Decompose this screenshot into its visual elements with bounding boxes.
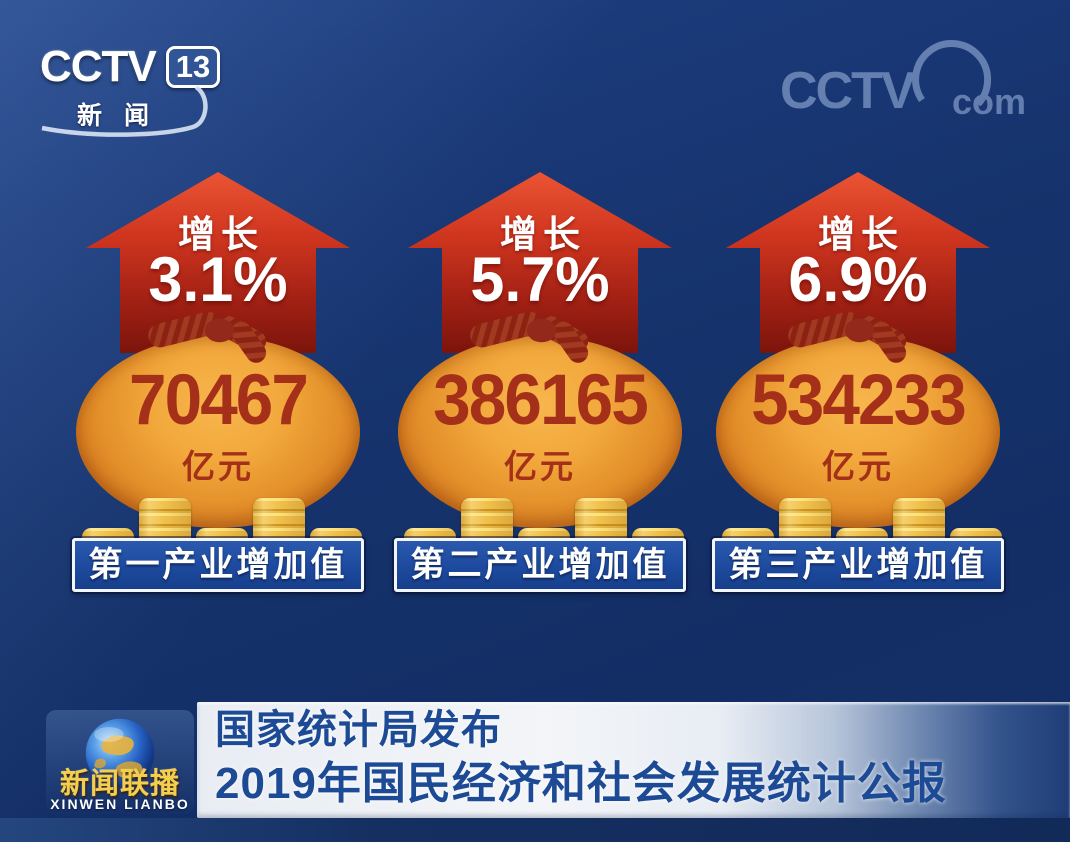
channel-name: 新 闻 xyxy=(77,96,149,132)
amount-unit: 亿元 xyxy=(822,448,894,485)
industry-column-primary: 增长 3.1% 70467 亿元 第一产业增加值 xyxy=(58,168,378,594)
moneybag-knot-icon xyxy=(788,311,907,363)
industry-column-secondary: 增长 5.7% 386165 亿元 第二产业增加值 xyxy=(380,168,700,594)
channel-name-char: 闻 xyxy=(124,102,150,130)
growth-value: 5.7% xyxy=(470,245,610,315)
watermark-brand-text: CCTV xyxy=(780,62,916,120)
program-logo: 新闻联播 XINWEN LIANBO xyxy=(46,710,194,814)
category-label: 第二产业增加值 xyxy=(394,538,686,592)
footer-strip xyxy=(0,818,1070,842)
program-title: 新闻联播 xyxy=(59,768,180,800)
cctv-logo: CCTV xyxy=(40,42,157,91)
category-label: 第三产业增加值 xyxy=(712,538,1004,592)
moneybag xyxy=(398,336,682,528)
industry-column-tertiary: 增长 6.9% 534233 亿元 第三产业增加值 xyxy=(698,168,1018,594)
channel-bug: CCTV 13 新 闻 xyxy=(40,42,260,137)
channel-number-badge: 13 xyxy=(165,46,221,88)
moneybag-knot-icon xyxy=(470,311,589,363)
growth-value: 6.9% xyxy=(788,245,928,315)
growth-value: 3.1% xyxy=(148,245,288,315)
amount-unit: 亿元 xyxy=(182,448,254,485)
amount-value: 534233 xyxy=(751,361,967,440)
growth-up-arrow-icon xyxy=(86,172,350,353)
moneybag xyxy=(76,336,360,528)
moneybag-knot-icon xyxy=(148,311,267,363)
amount-unit: 亿元 xyxy=(504,448,576,485)
growth-label: 增长 xyxy=(500,214,586,255)
headline-text: 国家统计局发布 2019年国民经济和社会发展统计公报 xyxy=(215,704,947,812)
growth-label: 增长 xyxy=(178,214,264,255)
growth-label: 增长 xyxy=(818,214,904,255)
watermark-suffix-text: com xyxy=(952,81,1026,122)
amount-value: 70467 xyxy=(128,361,309,440)
headline-line1: 国家统计局发布 xyxy=(215,708,502,752)
amount-value: 386165 xyxy=(433,361,649,440)
cctv-com-watermark: CCTV com xyxy=(780,40,1026,122)
globe-icon xyxy=(85,718,155,788)
headline-line2: 2019年国民经济和社会发展统计公报 xyxy=(215,759,947,808)
category-label: 第一产业增加值 xyxy=(72,538,364,592)
channel-name-char: 新 xyxy=(77,102,103,130)
headline-banner: 国家统计局发布 2019年国民经济和社会发展统计公报 xyxy=(197,702,1070,818)
moneybag xyxy=(716,336,1000,528)
growth-up-arrow-icon xyxy=(408,172,672,353)
growth-up-arrow-icon xyxy=(726,172,990,353)
program-subtitle: XINWEN LIANBO xyxy=(50,796,190,812)
watermark-globe-arc xyxy=(912,40,992,107)
logo-swoosh-icon xyxy=(41,85,208,137)
